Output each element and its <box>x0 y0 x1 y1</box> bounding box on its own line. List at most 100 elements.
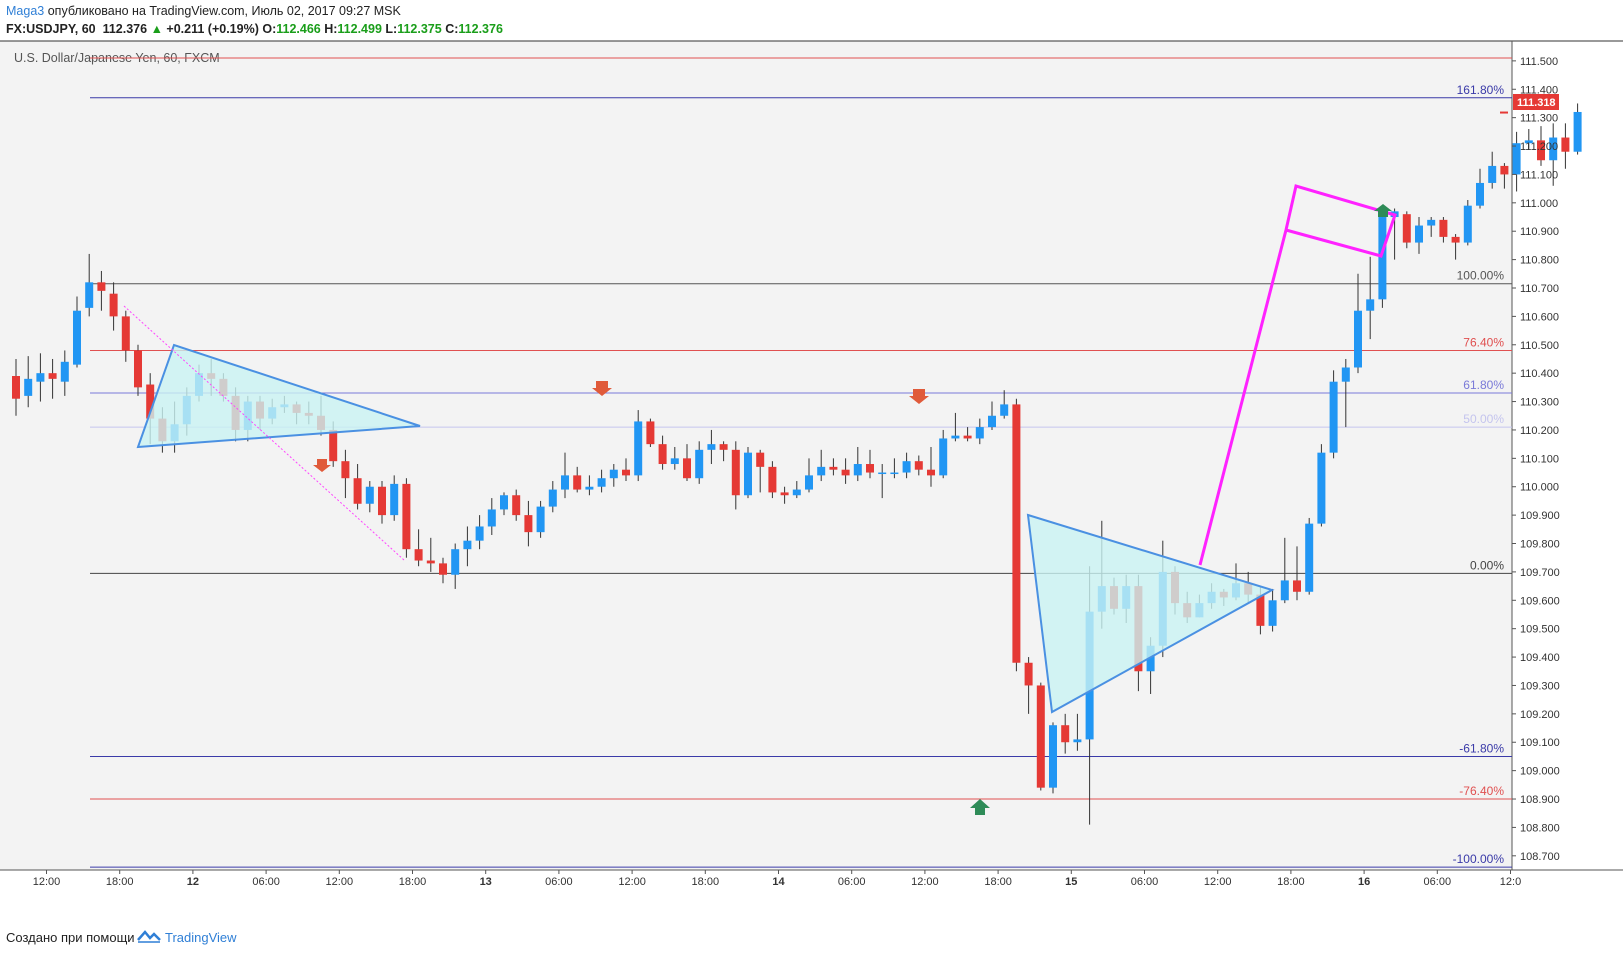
triangle-pattern-left[interactable] <box>136 343 421 449</box>
candle[interactable] <box>1061 713 1070 754</box>
candle[interactable] <box>1524 129 1533 149</box>
candle[interactable] <box>707 429 716 465</box>
flag-pattern[interactable] <box>1198 184 1397 566</box>
candle[interactable] <box>1000 390 1009 419</box>
price-axis[interactable] <box>1512 41 1623 870</box>
dotted-trend-line[interactable] <box>123 305 405 561</box>
candle[interactable] <box>341 449 350 499</box>
candle[interactable] <box>951 412 960 442</box>
candle[interactable] <box>1341 358 1350 428</box>
candle[interactable] <box>841 458 850 484</box>
candle[interactable] <box>963 427 972 442</box>
down-arrow-icon[interactable] <box>909 389 929 404</box>
candle[interactable] <box>1512 131 1521 192</box>
down-arrow-icon[interactable] <box>592 381 612 396</box>
candle[interactable] <box>975 418 984 445</box>
candle[interactable] <box>1024 657 1033 714</box>
candle[interactable] <box>134 344 142 396</box>
candle[interactable] <box>85 253 94 317</box>
author-link[interactable]: Maga3 <box>6 4 45 18</box>
candle[interactable] <box>451 543 460 589</box>
tradingview-brand-link[interactable]: TradingView <box>165 930 237 945</box>
candle[interactable] <box>829 458 838 476</box>
candle[interactable] <box>683 444 691 482</box>
up-arrow-icon[interactable] <box>970 799 990 815</box>
triangle-pattern-right[interactable] <box>1026 513 1275 714</box>
candle[interactable] <box>463 526 472 567</box>
candle[interactable] <box>365 481 374 513</box>
candle[interactable] <box>475 515 484 550</box>
candle[interactable] <box>634 410 643 482</box>
candle[interactable] <box>744 446 752 499</box>
plot-area[interactable] <box>0 41 1512 870</box>
candle[interactable] <box>536 500 545 538</box>
candle[interactable] <box>500 492 508 516</box>
up-arrow-icon[interactable] <box>1374 204 1392 217</box>
candle[interactable] <box>561 452 569 499</box>
candle[interactable] <box>768 461 777 499</box>
candle[interactable] <box>1451 234 1460 260</box>
candle[interactable] <box>805 458 813 493</box>
candle[interactable] <box>402 478 411 558</box>
candle[interactable] <box>378 481 386 524</box>
candle[interactable] <box>524 500 533 547</box>
candle[interactable] <box>719 441 728 462</box>
candle[interactable] <box>780 486 789 504</box>
candle[interactable] <box>1329 370 1338 459</box>
candle[interactable] <box>1268 588 1277 632</box>
candle[interactable] <box>1439 217 1448 243</box>
candle[interactable] <box>97 270 106 311</box>
candle[interactable] <box>890 458 899 479</box>
candle[interactable] <box>36 353 45 402</box>
candle[interactable] <box>1049 722 1057 794</box>
candle[interactable] <box>1366 256 1375 340</box>
candle[interactable] <box>902 452 911 479</box>
candle[interactable] <box>1378 211 1387 308</box>
candle[interactable] <box>1500 163 1509 189</box>
candle[interactable] <box>12 358 20 416</box>
candle[interactable] <box>1317 444 1326 527</box>
candle[interactable] <box>1476 168 1484 209</box>
candle[interactable] <box>1488 151 1497 189</box>
candle[interactable] <box>670 446 679 470</box>
candle[interactable] <box>658 435 667 470</box>
candle[interactable] <box>609 464 618 487</box>
candle[interactable] <box>1573 103 1582 155</box>
candle[interactable] <box>756 449 765 493</box>
candle[interactable] <box>1354 273 1362 374</box>
candle[interactable] <box>1561 123 1570 169</box>
candle[interactable] <box>426 537 435 572</box>
candle[interactable] <box>646 418 655 447</box>
candle[interactable] <box>878 464 887 499</box>
candle[interactable] <box>548 481 557 513</box>
down-arrow-icon[interactable] <box>313 459 331 472</box>
candle[interactable] <box>866 449 874 479</box>
candle[interactable] <box>914 455 923 476</box>
candle[interactable] <box>390 475 399 521</box>
candle[interactable] <box>1549 123 1558 186</box>
candle[interactable] <box>622 458 630 482</box>
candle[interactable] <box>60 350 69 396</box>
candle[interactable] <box>121 310 130 362</box>
candle[interactable] <box>1036 682 1045 791</box>
candle[interactable] <box>24 356 33 408</box>
candle[interactable] <box>1402 211 1411 249</box>
candle[interactable] <box>988 401 996 430</box>
candle[interactable] <box>585 475 594 496</box>
candle[interactable] <box>109 282 118 331</box>
candle[interactable] <box>1280 537 1289 604</box>
candle[interactable] <box>512 489 521 521</box>
candle[interactable] <box>817 449 826 482</box>
candle[interactable] <box>439 557 447 584</box>
candle[interactable] <box>73 296 81 368</box>
candle[interactable] <box>487 498 496 535</box>
candle[interactable] <box>1012 398 1021 672</box>
candle[interactable] <box>1293 546 1301 601</box>
candle[interactable] <box>597 469 606 493</box>
candle[interactable] <box>927 446 935 487</box>
candle[interactable] <box>695 441 704 484</box>
candle[interactable] <box>1537 126 1545 166</box>
candle[interactable] <box>1415 217 1423 254</box>
candle[interactable] <box>792 481 801 499</box>
candle[interactable] <box>1073 713 1082 751</box>
